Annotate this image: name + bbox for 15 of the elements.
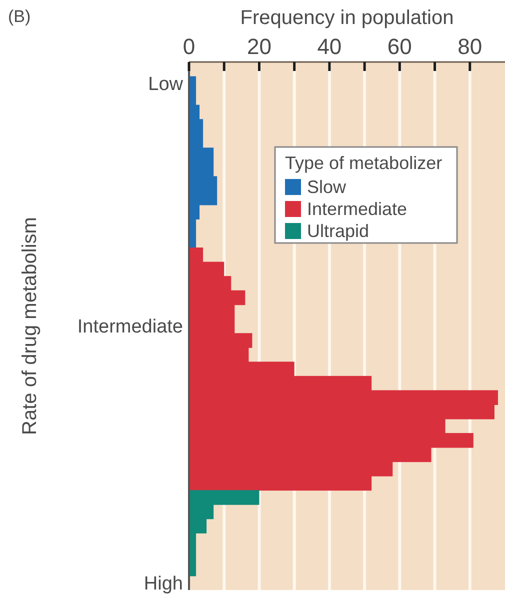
x-axis-title: Frequency in population — [240, 7, 454, 29]
legend-label: Intermediate — [307, 199, 408, 219]
legend-label: Ultrapid — [307, 221, 370, 241]
x-tick-label: 80 — [458, 34, 482, 59]
legend-title: Type of metabolizer — [285, 153, 442, 173]
x-tick-label: 40 — [317, 34, 342, 59]
y-axis-title: Rate of drug metabolism — [19, 217, 41, 435]
y-tick-label: High — [144, 574, 183, 595]
x-tick-label: 60 — [387, 34, 412, 59]
y-tick-label: Intermediate — [77, 316, 183, 338]
y-tick-label: Low — [148, 74, 184, 96]
x-tick-label: 0 — [182, 34, 196, 59]
x-tick-label: 20 — [246, 34, 272, 59]
text: (B) — [8, 7, 31, 26]
legend-label: Slow — [307, 177, 348, 197]
